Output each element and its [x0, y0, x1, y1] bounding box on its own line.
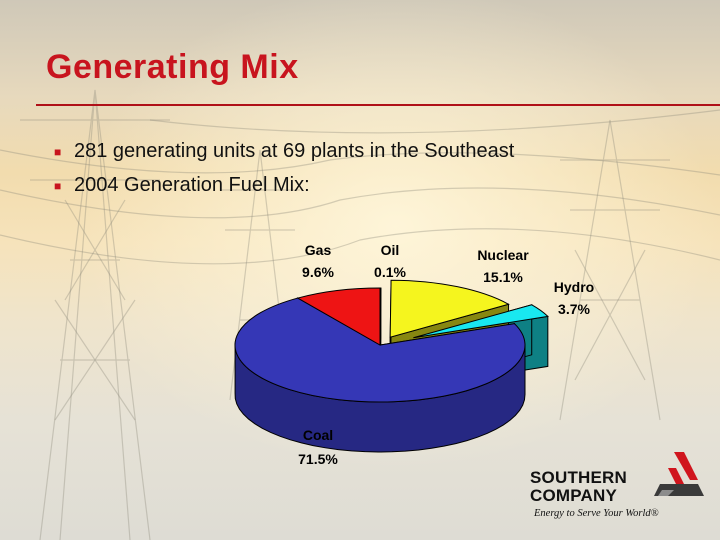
pie-label-value-coal: 71.5%: [298, 451, 338, 467]
logo-triangle-icon: [654, 452, 704, 496]
pie-label-name-coal: Coal: [303, 427, 333, 443]
logo-name-line2: COMPANY: [530, 486, 618, 505]
southern-company-logo: SOUTHERN COMPANY Energy to Serve Your Wo…: [520, 450, 710, 530]
pie-slice-hydro: [413, 304, 549, 339]
slide-title: Generating Mix: [46, 48, 299, 86]
logo-name-line1: SOUTHERN: [530, 468, 627, 487]
pie-label-name-oil: Oil: [381, 242, 400, 258]
bullet-text: 281 generating units at 69 plants in the…: [74, 140, 515, 162]
bullet-item: ■ 281 generating units at 69 plants in t…: [54, 140, 515, 163]
bullet-square-icon: ■: [54, 145, 62, 159]
pie-slice-nuclear: [389, 279, 510, 338]
pie-slice-coal: [234, 297, 526, 403]
pie-label-value-gas: 9.6%: [302, 264, 334, 280]
bullet-text: 2004 Generation Fuel Mix:: [74, 174, 310, 196]
pie-label-value-nuclear: 15.1%: [483, 269, 523, 285]
pie-slice-gas: [296, 287, 381, 346]
logo-tagline: Energy to Serve Your World®: [534, 508, 659, 519]
pie-label-value-oil: 0.1%: [374, 264, 406, 280]
pie-slice-oil: [379, 287, 382, 346]
bullet-item: ■ 2004 Generation Fuel Mix:: [54, 174, 310, 197]
pie-label-value-hydro: 3.7%: [558, 301, 590, 317]
pie-label-name-gas: Gas: [305, 242, 332, 258]
pie-label-name-hydro: Hydro: [554, 279, 594, 295]
title-underline: [36, 104, 720, 106]
pie-label-name-nuclear: Nuclear: [477, 247, 529, 263]
bullet-square-icon: ■: [54, 179, 62, 193]
